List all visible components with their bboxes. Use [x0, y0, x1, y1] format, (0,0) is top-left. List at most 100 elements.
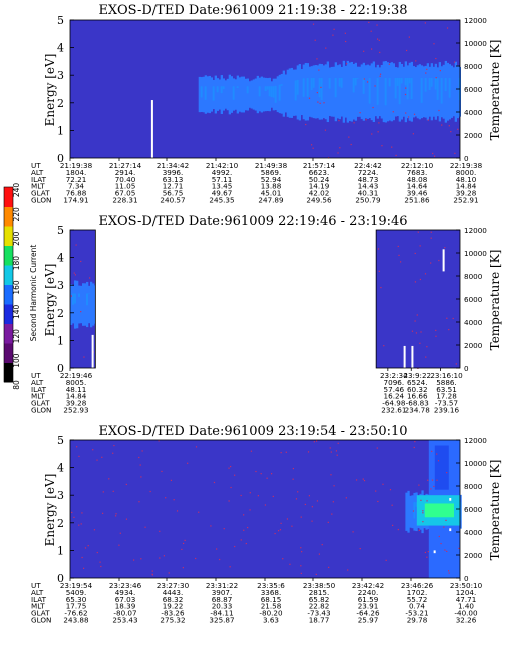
speckle-dot: [391, 146, 393, 148]
band-segment: [374, 67, 377, 117]
speckle-dot: [433, 155, 436, 157]
band-core: [408, 77, 411, 84]
table-cell: 5869.: [261, 168, 282, 177]
speckle-dot: [272, 495, 274, 498]
panel-3-ylabel: Energy [eV]: [43, 474, 57, 547]
table-cell: 48.08: [407, 175, 428, 184]
speckle-dot: [314, 39, 316, 41]
band-segment: [290, 67, 293, 118]
table-cell: 39.46: [407, 189, 428, 198]
colorbar-tick: 80: [12, 380, 21, 390]
band-segment: [234, 79, 237, 110]
speckle-dot: [101, 456, 103, 458]
y-tick-label: 3: [57, 69, 64, 82]
band-segment: [328, 67, 331, 116]
speckle-dot: [249, 509, 251, 511]
band-segment: [226, 78, 229, 111]
band-segment: [430, 63, 433, 121]
speckle-dot: [140, 558, 142, 560]
band-core: [328, 77, 331, 89]
table-cell: 7096.: [384, 378, 405, 387]
panel-2-y2label: Temperature [K]: [488, 250, 502, 351]
y2-tick-label: 8000: [464, 272, 483, 281]
speckle-dot: [426, 500, 428, 502]
speckle-dot: [359, 548, 361, 550]
table-cell: 3907.: [212, 588, 233, 597]
colorbar-cell: [4, 265, 13, 285]
band-segment: [220, 75, 223, 114]
speckle-dot: [313, 441, 315, 443]
speckle-dot: [438, 259, 440, 262]
speckle-dot: [76, 446, 78, 448]
speckle-dot: [280, 452, 282, 454]
panel-2-title: EXOS-D/TED Date:961009 22:19:46 - 23:19:…: [98, 214, 407, 229]
speckle-dot: [413, 113, 416, 115]
band-segment: [198, 76, 201, 113]
speckle-dot: [435, 329, 437, 332]
y-tick-label: 5: [57, 14, 64, 27]
speckle-dot: [112, 490, 114, 492]
speckle-dot: [422, 512, 424, 514]
speckle-dot: [243, 529, 245, 531]
y-tick-label: 1: [57, 124, 64, 137]
speckle-dot: [99, 561, 101, 563]
speckle-dot: [407, 116, 410, 118]
speckle-dot: [447, 570, 450, 572]
speckle-dot: [228, 467, 230, 469]
y2-tick-label: 8000: [464, 62, 483, 71]
speckle-dot: [181, 548, 183, 551]
speckle-dot: [438, 535, 440, 538]
speckle-dot: [187, 462, 189, 464]
table-cell: 8005.: [66, 378, 87, 387]
speckle-dot: [304, 503, 306, 506]
table-cell: 2240.: [358, 588, 379, 597]
table-cell: 174.91: [63, 196, 88, 205]
speckle-dot: [414, 281, 417, 283]
spike-mark: [403, 345, 406, 368]
table-row-label: GLON: [31, 616, 51, 625]
table-cell: 247.89: [258, 196, 284, 205]
speckle-dot: [362, 478, 364, 480]
table-cell: 22.82: [309, 602, 330, 611]
speckle-dot: [446, 472, 448, 474]
y2-tick-label: 2000: [464, 341, 483, 350]
band-segment: [84, 283, 87, 326]
band-segment: [208, 75, 211, 114]
band-segment: [416, 65, 419, 119]
speckle-dot: [375, 490, 377, 492]
table-cell: 21.58: [261, 602, 282, 611]
table-cell: 39.28: [66, 399, 87, 408]
table-cell: 40.31: [358, 189, 379, 198]
speckle-dot: [405, 112, 407, 114]
y2-tick-label: 12000: [464, 16, 487, 25]
speckle-dot: [377, 131, 379, 133]
speckle-dot: [260, 473, 262, 475]
band-segment: [202, 76, 205, 113]
band-segment: [304, 62, 307, 121]
speckle-dot: [392, 111, 394, 113]
speckle-dot: [376, 24, 378, 26]
speckle-dot: [425, 72, 427, 74]
speckle-dot: [427, 479, 429, 481]
band-core: [404, 77, 407, 86]
table-cell: 42.02: [309, 189, 330, 198]
table-cell: 7683.: [407, 168, 428, 177]
speckle-dot: [333, 28, 335, 30]
band-segment: [310, 66, 313, 118]
y-tick-label: 1: [57, 334, 64, 347]
table-cell: 14.43: [358, 182, 379, 191]
y2-tick-label: 4000: [464, 318, 483, 327]
band-segment: [444, 60, 447, 123]
speckle-dot: [433, 485, 435, 488]
table-cell: 252.93: [63, 406, 88, 415]
table-cell: 47.71: [456, 595, 477, 604]
band-segment: [250, 80, 253, 109]
speckle-dot: [376, 447, 378, 449]
table-cell: 245.35: [209, 196, 234, 205]
speckle-dot: [427, 119, 429, 121]
table-cell: 23:46:26: [401, 581, 434, 590]
band-segment: [358, 66, 361, 117]
speckle-dot: [330, 474, 332, 476]
y2-tick-label: 0: [464, 154, 469, 163]
band-core: [410, 77, 413, 100]
